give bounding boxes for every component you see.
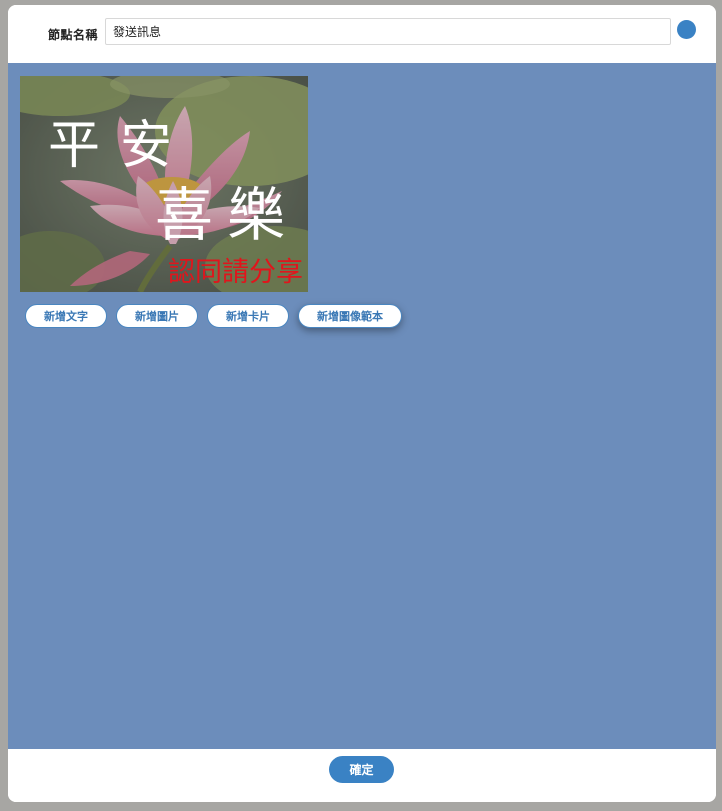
message-canvas: 平安 喜樂 認同請分享 新增文字 新增圖片 新增卡片 新增圖像範本 <box>8 63 716 749</box>
node-name-label: 節點名稱 <box>48 28 99 42</box>
node-name-input[interactable] <box>105 18 671 45</box>
image-message-preview[interactable]: 平安 喜樂 認同請分享 <box>20 76 308 292</box>
add-content-toolbar: 新增文字 新增圖片 新增卡片 新增圖像範本 <box>25 304 402 328</box>
node-editor-dialog: 節點名稱 <box>8 5 716 802</box>
lotus-image <box>20 76 308 292</box>
status-dot-icon[interactable] <box>677 20 696 39</box>
add-image-button[interactable]: 新增圖片 <box>116 304 198 328</box>
dialog-footer: 確定 <box>8 749 716 802</box>
add-card-button[interactable]: 新增卡片 <box>207 304 289 328</box>
preview-text-line1: 平安 <box>48 116 193 176</box>
preview-text-line2: 喜樂 <box>155 181 300 249</box>
dialog-header: 節點名稱 <box>8 5 716 63</box>
confirm-button[interactable]: 確定 <box>329 756 394 783</box>
preview-text-line3: 認同請分享 <box>168 257 303 288</box>
add-image-template-button[interactable]: 新增圖像範本 <box>298 304 402 328</box>
add-text-button[interactable]: 新增文字 <box>25 304 107 328</box>
